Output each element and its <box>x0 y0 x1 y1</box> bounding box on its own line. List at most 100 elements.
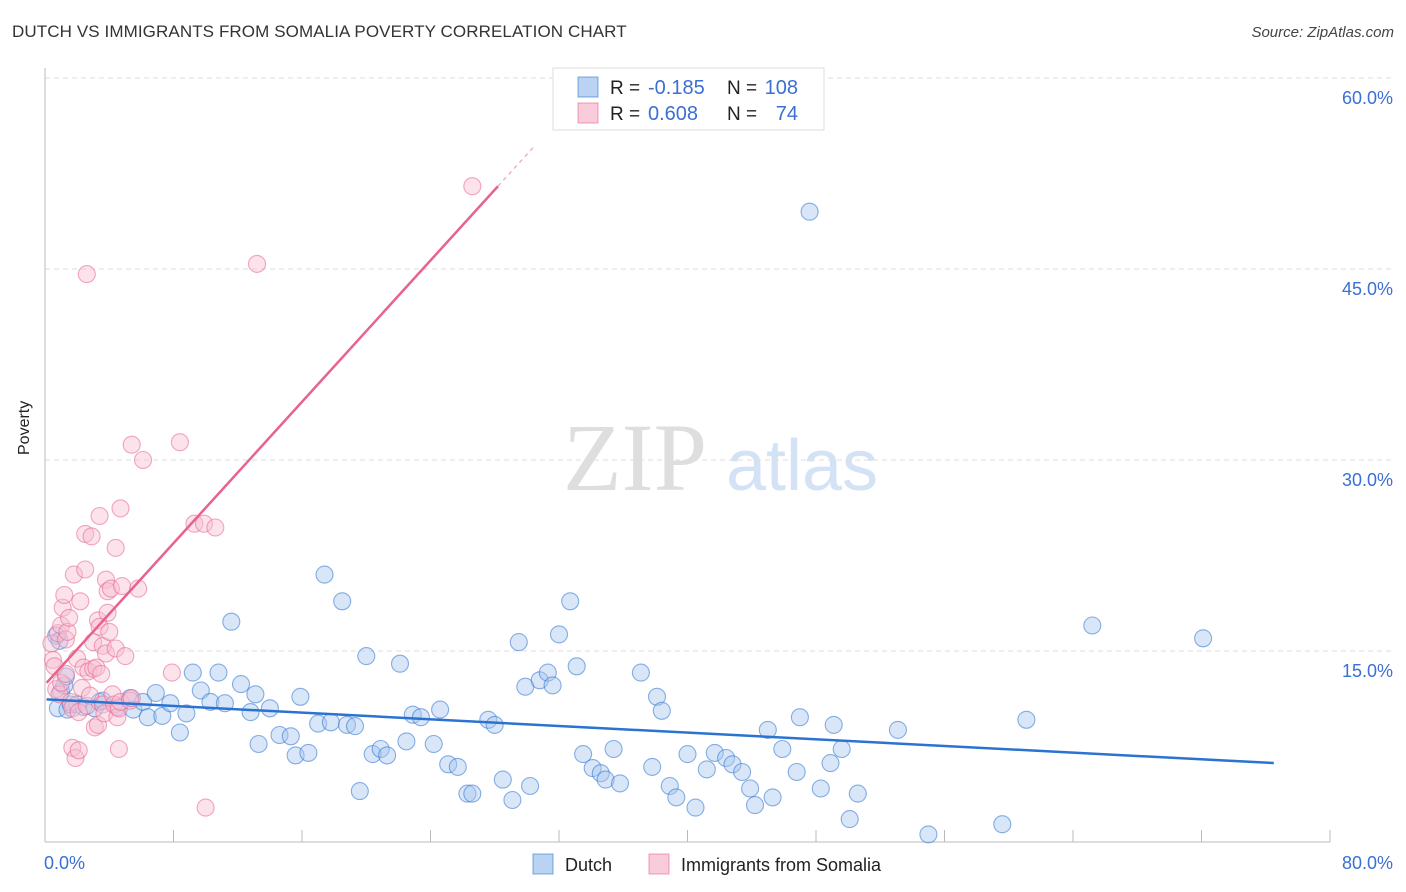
dutch-point[interactable] <box>299 743 318 762</box>
somalia-point[interactable] <box>87 658 106 677</box>
dutch-point[interactable] <box>333 592 352 611</box>
dutch-point[interactable] <box>281 727 300 746</box>
somalia-point[interactable] <box>100 622 119 641</box>
dutch-point[interactable] <box>667 788 686 807</box>
dutch-point[interactable] <box>811 779 830 798</box>
somalia-point[interactable] <box>98 582 117 601</box>
somalia-point[interactable] <box>85 718 104 737</box>
somalia-point[interactable] <box>463 177 482 196</box>
dutch-point[interactable] <box>686 798 705 817</box>
dutch-point[interactable] <box>840 810 859 829</box>
dutch-point[interactable] <box>463 784 482 803</box>
somalia-point[interactable] <box>109 739 128 759</box>
dutch-point[interactable] <box>503 790 522 810</box>
somalia-point[interactable] <box>106 538 125 557</box>
somalia-point[interactable] <box>96 644 116 663</box>
somalia-point[interactable] <box>185 514 204 533</box>
dutch-point[interactable] <box>888 720 907 739</box>
somalia-point[interactable] <box>56 664 75 683</box>
dutch-point[interactable] <box>574 745 593 764</box>
dutch-point[interactable] <box>431 700 450 719</box>
dutch-point[interactable] <box>763 788 782 807</box>
dutch-point[interactable] <box>678 745 697 764</box>
somalia-point[interactable] <box>122 435 141 454</box>
dutch-point[interactable] <box>177 704 196 723</box>
dutch-point[interactable] <box>697 760 716 779</box>
dutch-point[interactable] <box>260 699 279 718</box>
legend-somalia-swatch[interactable] <box>648 853 670 875</box>
dutch-point[interactable] <box>549 625 569 644</box>
somalia-point[interactable] <box>92 664 111 683</box>
dutch-point[interactable] <box>458 784 477 803</box>
somalia-point[interactable] <box>43 650 63 669</box>
dutch-point[interactable] <box>745 796 765 815</box>
somalia-point[interactable] <box>58 622 77 641</box>
dutch-point[interactable] <box>231 675 251 694</box>
dutch-point[interactable] <box>249 734 268 754</box>
dutch-point[interactable] <box>222 612 241 631</box>
dutch-point[interactable] <box>397 732 416 751</box>
somalia-point[interactable] <box>76 560 95 579</box>
dutch-point[interactable] <box>773 739 792 759</box>
somalia-point[interactable] <box>69 741 88 760</box>
dutch-point[interactable] <box>733 762 752 782</box>
dutch-point[interactable] <box>201 692 220 711</box>
dutch-point[interactable] <box>919 825 938 844</box>
dutch-point[interactable] <box>790 708 809 727</box>
dutch-point[interactable] <box>604 739 623 759</box>
somalia-point[interactable] <box>64 565 83 584</box>
dutch-point[interactable] <box>993 815 1012 834</box>
somalia-point[interactable] <box>55 585 74 605</box>
dutch-point[interactable] <box>509 633 528 652</box>
dutch-point[interactable] <box>567 657 586 676</box>
dutch-point[interactable] <box>183 663 202 682</box>
dutch-point[interactable] <box>631 663 650 682</box>
somalia-point[interactable] <box>71 592 90 611</box>
dutch-point[interactable] <box>787 762 806 782</box>
dutch-point[interactable] <box>350 782 369 801</box>
dutch-point[interactable] <box>411 708 430 727</box>
somalia-point[interactable] <box>98 603 117 622</box>
somalia-point[interactable] <box>106 639 125 658</box>
somalia-point[interactable] <box>162 663 181 682</box>
dutch-point[interactable] <box>485 715 504 734</box>
dutch-point[interactable] <box>800 202 819 221</box>
somalia-point[interactable] <box>56 630 75 649</box>
dutch-point[interactable] <box>647 687 667 706</box>
somalia-point[interactable] <box>133 450 153 470</box>
somalia-point[interactable] <box>90 506 109 526</box>
somalia-point[interactable] <box>247 254 267 273</box>
somalia-point[interactable] <box>77 265 96 284</box>
dutch-point[interactable] <box>1017 710 1036 729</box>
somalia-point[interactable] <box>88 715 108 734</box>
dutch-point[interactable] <box>660 776 679 796</box>
dutch-point[interactable] <box>321 713 340 732</box>
dutch-point[interactable] <box>345 717 365 736</box>
dutch-point[interactable] <box>448 757 467 776</box>
dutch-point[interactable] <box>357 647 376 666</box>
dutch-point[interactable] <box>596 770 615 789</box>
legend-dutch-swatch[interactable] <box>532 853 554 875</box>
dutch-point[interactable] <box>758 720 777 739</box>
somalia-point[interactable] <box>194 514 214 533</box>
dutch-point[interactable] <box>521 776 540 796</box>
dutch-point[interactable] <box>723 755 742 774</box>
somalia-point[interactable] <box>129 579 148 598</box>
dutch-point[interactable] <box>170 723 189 742</box>
dutch-point[interactable] <box>643 757 662 776</box>
dutch-point[interactable] <box>821 754 840 773</box>
somalia-point[interactable] <box>116 647 135 666</box>
dutch-point[interactable] <box>291 687 310 706</box>
dutch-point[interactable] <box>832 739 851 759</box>
dutch-point[interactable] <box>1194 629 1213 648</box>
dutch-point[interactable] <box>824 715 843 734</box>
dutch-point[interactable] <box>390 654 410 673</box>
somalia-point[interactable] <box>88 611 108 630</box>
dutch-point[interactable] <box>378 746 397 765</box>
dutch-point[interactable] <box>315 565 334 584</box>
somalia-point[interactable] <box>60 608 79 627</box>
dutch-point[interactable] <box>371 739 390 759</box>
somalia-point[interactable] <box>196 798 215 817</box>
somalia-point[interactable] <box>170 433 189 452</box>
dutch-point[interactable] <box>561 592 580 611</box>
